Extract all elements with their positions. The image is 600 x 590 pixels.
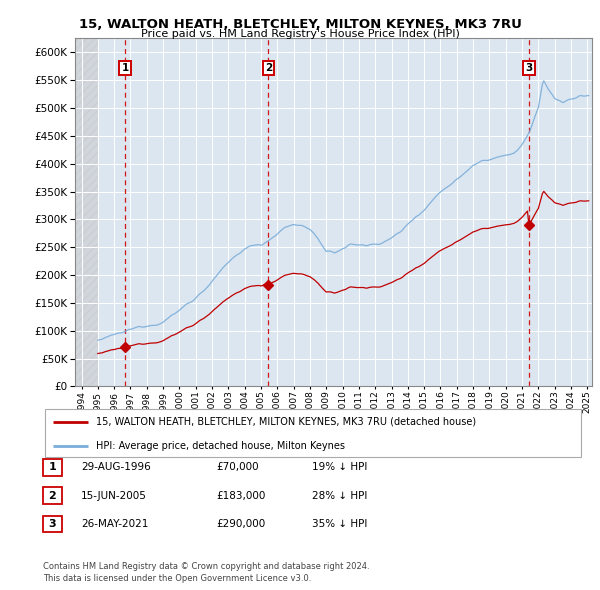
Text: 15, WALTON HEATH, BLETCHLEY, MILTON KEYNES, MK3 7RU: 15, WALTON HEATH, BLETCHLEY, MILTON KEYN… [79, 18, 521, 31]
Text: 2: 2 [265, 63, 272, 73]
Text: 26-MAY-2021: 26-MAY-2021 [81, 519, 148, 529]
Text: £290,000: £290,000 [216, 519, 265, 529]
Text: £70,000: £70,000 [216, 463, 259, 472]
Text: 19% ↓ HPI: 19% ↓ HPI [312, 463, 367, 472]
Text: 35% ↓ HPI: 35% ↓ HPI [312, 519, 367, 529]
Bar [75, 38, 98, 386]
Text: 15-JUN-2005: 15-JUN-2005 [81, 491, 147, 500]
Text: 3: 3 [525, 63, 532, 73]
Text: 1: 1 [121, 63, 128, 73]
Text: HPI: Average price, detached house, Milton Keynes: HPI: Average price, detached house, Milt… [97, 441, 346, 451]
FancyBboxPatch shape [45, 409, 581, 457]
Text: 3: 3 [49, 519, 56, 529]
Text: 15, WALTON HEATH, BLETCHLEY, MILTON KEYNES, MK3 7RU (detached house): 15, WALTON HEATH, BLETCHLEY, MILTON KEYN… [97, 417, 476, 427]
Text: 1: 1 [49, 463, 56, 472]
Text: £183,000: £183,000 [216, 491, 265, 500]
Text: 28% ↓ HPI: 28% ↓ HPI [312, 491, 367, 500]
Text: 29-AUG-1996: 29-AUG-1996 [81, 463, 151, 472]
Text: This data is licensed under the Open Government Licence v3.0.: This data is licensed under the Open Gov… [43, 574, 311, 583]
Text: Price paid vs. HM Land Registry's House Price Index (HPI): Price paid vs. HM Land Registry's House … [140, 29, 460, 39]
Text: Contains HM Land Registry data © Crown copyright and database right 2024.: Contains HM Land Registry data © Crown c… [43, 562, 370, 571]
Text: 2: 2 [49, 491, 56, 500]
